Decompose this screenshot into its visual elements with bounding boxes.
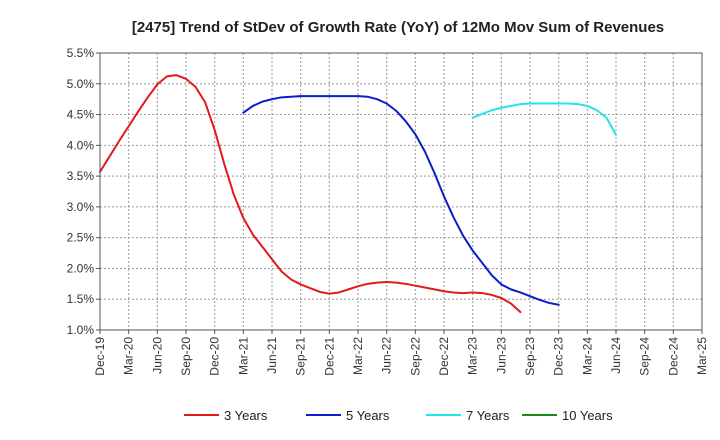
x-tick-label: Dec-20 [208,337,222,376]
legend-label-7-years: 7 Years [466,408,510,423]
y-tick-label: 1.5% [67,292,95,306]
y-tick-label: 2.0% [67,261,95,275]
x-tick-label: Jun-22 [380,337,394,374]
y-tick-label: 2.5% [67,231,95,245]
x-tick-label: Sep-24 [638,337,652,376]
x-axis-ticks: Dec-19 Mar-20 Jun-20 Sep-20 Dec-20 Mar-21 Jun-… [93,330,709,376]
legend-label-10-years: 10 Years [562,408,613,423]
x-tick-label: Mar-21 [236,337,250,375]
y-tick-label: 4.5% [67,108,95,122]
y-axis-ticks: 1.0% 1.5% 2.0% 2.5% 3.0% 3.5% 4.0% 4.5% 5.0% 5.5% [67,46,100,337]
series-line-5-years [242,95,560,306]
x-tick-label: Mar-24 [580,337,594,375]
y-tick-label: 4.0% [67,138,95,152]
x-tick-label: Dec-23 [552,337,566,376]
series-line-7-years [471,102,617,136]
x-tick-label: Dec-24 [666,337,680,376]
x-tick-label: Jun-23 [494,337,508,374]
x-tick-label: Dec-21 [322,337,336,376]
plot-frame [99,52,703,331]
x-tick-label: Sep-21 [294,337,308,376]
x-tick-label: Sep-23 [523,337,537,376]
x-tick-label: Jun-24 [609,337,623,374]
x-tick-label: Dec-19 [93,337,107,376]
x-tick-label: Mar-23 [466,337,480,375]
y-tick-label: 5.5% [67,46,95,60]
y-tick-label: 5.0% [67,77,95,91]
y-tick-label: 1.0% [67,323,95,337]
x-tick-label: Sep-22 [408,337,422,376]
x-tick-label: Jun-21 [265,337,279,374]
legend-label-3-years: 3 Years [224,408,268,423]
series-line-3-years [99,74,522,314]
plot-series [99,74,617,314]
x-tick-label: Dec-22 [437,337,451,376]
y-tick-label: 3.0% [67,200,95,214]
gridlines [100,53,702,330]
legend: 3 Years 5 Years 7 Years 10 Years [184,408,613,423]
x-tick-label: Mar-25 [695,337,709,375]
legend-label-5-years: 5 Years [346,408,390,423]
x-tick-label: Jun-20 [150,337,164,374]
x-tick-label: Sep-20 [179,337,193,376]
chart-title: [2475] Trend of StDev of Growth Rate (Yo… [132,19,664,36]
x-tick-label: Mar-22 [351,337,365,375]
x-tick-label: Mar-20 [122,337,136,375]
y-tick-label: 3.5% [67,169,95,183]
